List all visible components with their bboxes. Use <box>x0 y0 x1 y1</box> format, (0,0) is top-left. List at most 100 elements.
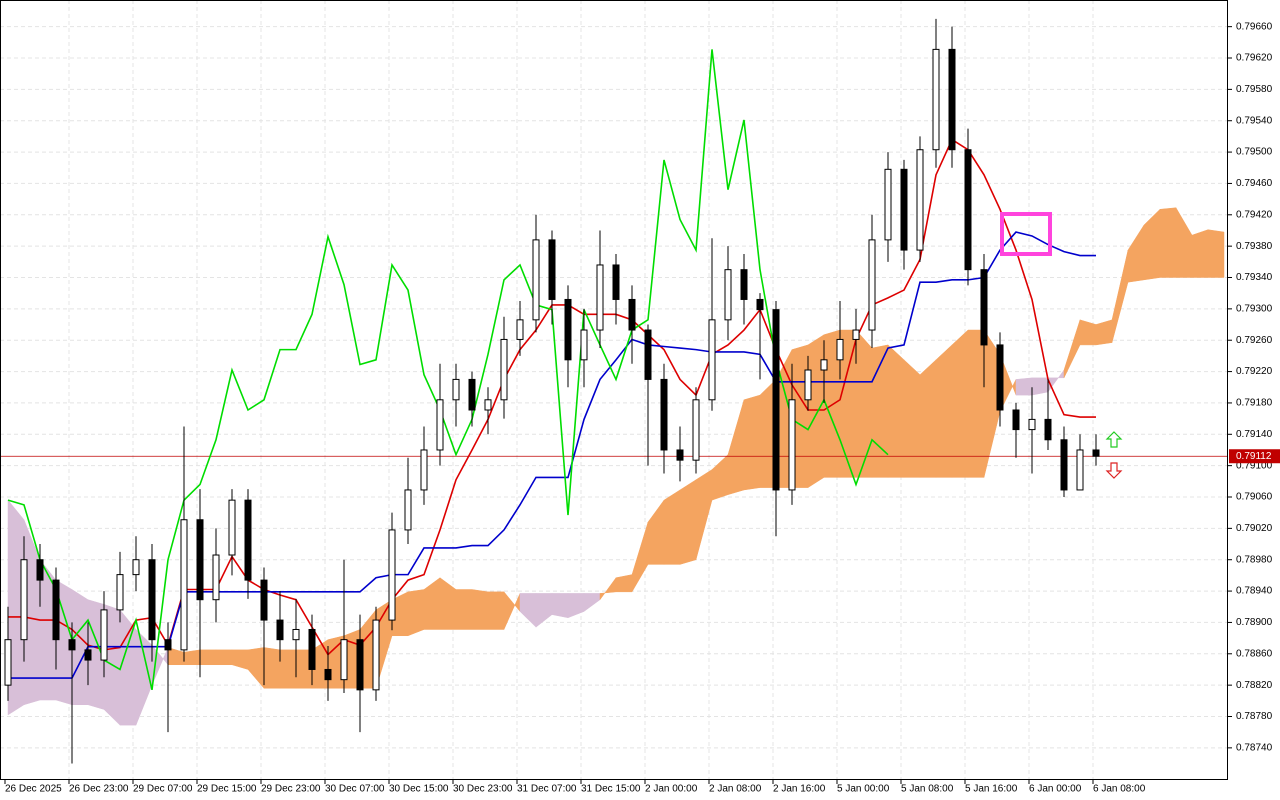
candle-body <box>948 48 956 151</box>
candle-body <box>244 499 252 581</box>
candle-body <box>996 344 1004 411</box>
y-tick-label: 0.78900 <box>1236 617 1273 628</box>
candle-body <box>228 499 236 556</box>
x-tick-label: 2 Jan 08:00 <box>709 784 762 795</box>
candle-body <box>868 239 876 331</box>
candle-body <box>836 338 844 361</box>
candle-body <box>468 378 476 411</box>
candle-body <box>1092 449 1100 457</box>
x-tick-label: 2 Jan 16:00 <box>773 784 826 795</box>
cloud-segment <box>935 344 953 478</box>
cloud-segment <box>967 329 985 478</box>
candle-body <box>20 559 28 641</box>
candle-body <box>324 668 332 681</box>
candle-body <box>84 649 92 661</box>
cloud-segment <box>1207 229 1225 278</box>
y-tick-label: 0.79020 <box>1236 523 1273 534</box>
x-tick-label: 5 Jan 00:00 <box>837 784 890 795</box>
cloud-segment <box>1031 377 1049 396</box>
candle-body <box>1060 439 1068 491</box>
x-tick-label: 26 Dec 2025 <box>5 784 62 795</box>
x-tick-label: 6 Jan 00:00 <box>1029 784 1082 795</box>
candle-body <box>452 378 460 401</box>
candle-body <box>676 449 684 461</box>
candle-body <box>660 378 668 451</box>
candle-body <box>788 399 796 491</box>
candle-body <box>548 239 556 300</box>
cloud-segment <box>471 589 489 630</box>
y-tick-label: 0.79300 <box>1236 304 1273 315</box>
candle-body <box>356 639 364 691</box>
cloud-segment <box>199 649 217 666</box>
cloud-segment <box>807 334 825 489</box>
x-tick-label: 30 Dec 07:00 <box>325 784 385 795</box>
candle-body <box>132 559 140 576</box>
cloud-segment <box>215 649 233 666</box>
candle-body <box>196 519 204 601</box>
x-tick-label: 31 Dec 15:00 <box>581 784 641 795</box>
last-price-label: 0.79112 <box>1236 451 1272 462</box>
candle-body <box>4 639 12 686</box>
candle-body <box>644 329 652 380</box>
candle-body <box>932 48 940 151</box>
y-tick-label: 0.78820 <box>1236 680 1273 691</box>
candle-body <box>580 329 588 361</box>
y-tick-label: 0.79540 <box>1236 115 1273 126</box>
candle-body <box>516 319 524 340</box>
cloud-segment <box>1095 319 1113 346</box>
candle-body <box>756 298 764 311</box>
candle-body <box>292 628 300 641</box>
x-tick-label: 5 Jan 16:00 <box>965 784 1018 795</box>
candle-body <box>596 264 604 331</box>
cloud-segment <box>551 593 569 619</box>
candle-body <box>100 609 108 661</box>
candle-body <box>148 559 156 641</box>
candle-body <box>420 449 428 491</box>
candle-body <box>260 579 268 621</box>
y-tick-label: 0.79220 <box>1236 366 1273 377</box>
x-tick-label: 30 Dec 23:00 <box>453 784 513 795</box>
x-tick-label: 2 Jan 00:00 <box>645 784 698 795</box>
candle-body <box>852 329 860 340</box>
candle-body <box>804 369 812 401</box>
candle-body <box>164 639 172 651</box>
cloud-segment <box>743 394 761 491</box>
x-tick-label: 30 Dec 15:00 <box>389 784 449 795</box>
candle-body <box>724 269 732 321</box>
y-tick-label: 0.79340 <box>1236 272 1273 283</box>
cloud-segment <box>615 574 633 593</box>
x-tick-label: 29 Dec 15:00 <box>197 784 257 795</box>
cloud-segment <box>919 359 937 478</box>
cloud-segment <box>887 344 905 478</box>
cloud-segment <box>263 647 281 689</box>
y-tick-label: 0.79060 <box>1236 492 1273 503</box>
cloud-segment <box>951 329 969 478</box>
candle-body <box>500 338 508 401</box>
y-tick-label: 0.79420 <box>1236 209 1273 220</box>
y-tick-label: 0.79100 <box>1236 460 1273 471</box>
x-tick-label: 6 Jan 08:00 <box>1093 784 1146 795</box>
candle-body <box>1044 418 1052 441</box>
cloud-segment <box>1015 377 1033 396</box>
y-tick-label: 0.78860 <box>1236 648 1273 659</box>
cloud-segment <box>455 589 473 630</box>
buy-arrow <box>1105 431 1123 448</box>
candle-body <box>884 168 892 241</box>
y-tick-label: 0.78980 <box>1236 554 1273 565</box>
x-tick-label: 26 Dec 23:00 <box>69 784 129 795</box>
y-tick-label: 0.79500 <box>1236 147 1273 158</box>
candle-body <box>740 269 748 300</box>
candle-body <box>180 519 188 651</box>
candle-body <box>52 579 60 641</box>
candle-body <box>964 149 972 271</box>
candle-body <box>212 554 220 601</box>
y-tick-label: 0.79580 <box>1236 84 1273 95</box>
cloud-segment <box>855 329 873 478</box>
candles <box>4 18 1100 764</box>
x-tick-label: 31 Dec 07:00 <box>517 784 577 795</box>
y-tick-label: 0.79180 <box>1236 398 1273 409</box>
plot-frame <box>0 0 1228 780</box>
